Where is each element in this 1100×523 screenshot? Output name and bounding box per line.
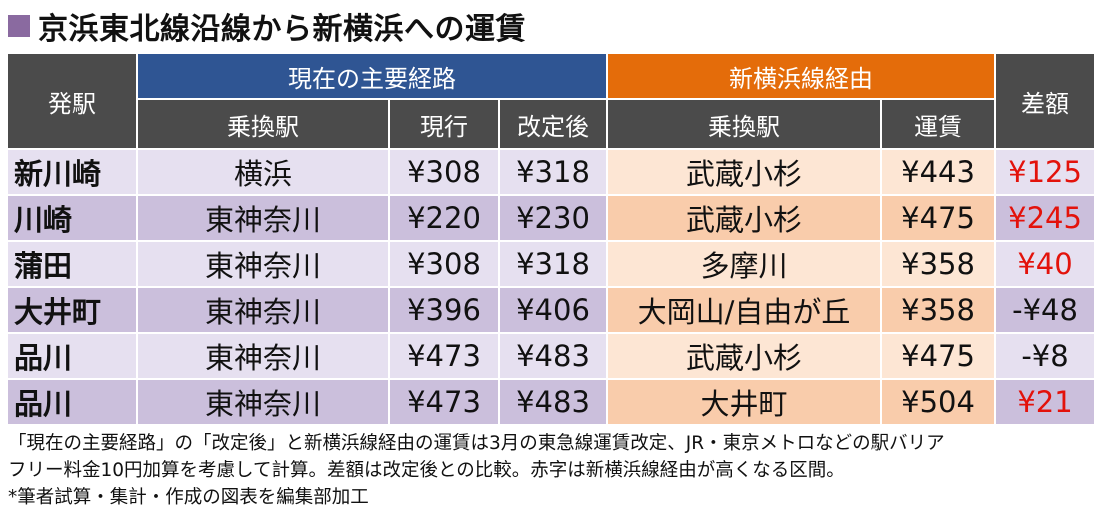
header-origin: 発駅	[6, 52, 138, 150]
new-fare-cell: ¥358	[880, 240, 997, 288]
table-row: 川崎 東神奈川 ¥220 ¥230 武蔵小杉 ¥475 ¥245	[6, 194, 1097, 242]
transfer-main-cell: 東神奈川	[136, 332, 390, 380]
transfer-new-cell: 武蔵小杉	[606, 194, 883, 242]
header-group-new-line: 新横浜線経由	[606, 52, 997, 100]
title-square-icon	[8, 15, 30, 37]
footnote-line: 「現在の主要経路」の「改定後」と新横浜線経由の運賃は3月の東急線運賃改定、JR・…	[8, 433, 945, 454]
table-row: 品川 東神奈川 ¥473 ¥483 武蔵小杉 ¥475 -¥8	[6, 332, 1097, 380]
diff-cell: ¥21	[994, 378, 1097, 426]
header-fare: 運賃	[880, 98, 997, 150]
revised-fare-cell: ¥406	[497, 286, 609, 334]
station-cell: 新川崎	[6, 148, 138, 196]
header-current: 現行	[388, 98, 500, 150]
diff-cell: ¥125	[994, 148, 1097, 196]
page-title: 京浜東北線沿線から新横浜への運賃	[8, 4, 526, 48]
transfer-main-cell: 東神奈川	[136, 286, 390, 334]
new-fare-cell: ¥475	[880, 332, 997, 380]
current-fare-cell: ¥308	[388, 148, 500, 196]
table-row: 蒲田 東神奈川 ¥308 ¥318 多摩川 ¥358 ¥40	[6, 240, 1097, 288]
revised-fare-cell: ¥230	[497, 194, 609, 242]
revised-fare-cell: ¥318	[497, 148, 609, 196]
header-transfer-new: 乗換駅	[606, 98, 883, 150]
current-fare-cell: ¥308	[388, 240, 500, 288]
current-fare-cell: ¥473	[388, 378, 500, 426]
transfer-new-cell: 多摩川	[606, 240, 883, 288]
revised-fare-cell: ¥318	[497, 240, 609, 288]
new-fare-cell: ¥504	[880, 378, 997, 426]
new-fare-cell: ¥475	[880, 194, 997, 242]
table-row: 大井町 東神奈川 ¥396 ¥406 大岡山/自由が丘 ¥358 -¥48	[6, 286, 1097, 334]
revised-fare-cell: ¥483	[497, 378, 609, 426]
header-group-main-route: 現在の主要経路	[135, 52, 609, 100]
fare-table: 発駅 現在の主要経路 新横浜線経由 差額 乗換駅 現行 改定後 乗換駅 運賃 新…	[6, 52, 1097, 426]
table-row: 品川 東神奈川 ¥473 ¥483 大井町 ¥504 ¥21	[6, 378, 1097, 426]
title-text: 京浜東北線沿線から新横浜への運賃	[38, 12, 526, 47]
transfer-main-cell: 東神奈川	[136, 240, 390, 288]
station-cell: 品川	[6, 332, 138, 380]
station-cell: 蒲田	[6, 240, 138, 288]
footnote-line: フリー料金10円加算を考慮して計算。差額は改定後との比較。赤字は新横浜線経由が高…	[8, 460, 845, 481]
header-diff: 差額	[994, 52, 1097, 150]
revised-fare-cell: ¥483	[497, 332, 609, 380]
station-cell: 川崎	[6, 194, 138, 242]
diff-cell: ¥40	[994, 240, 1097, 288]
new-fare-cell: ¥358	[880, 286, 997, 334]
header-revised: 改定後	[497, 98, 609, 150]
station-cell: 大井町	[6, 286, 138, 334]
transfer-new-cell: 大岡山/自由が丘	[606, 286, 883, 334]
new-fare-cell: ¥443	[880, 148, 997, 196]
transfer-main-cell: 東神奈川	[136, 194, 390, 242]
transfer-new-cell: 武蔵小杉	[606, 148, 883, 196]
diff-cell: ¥245	[994, 194, 1097, 242]
transfer-main-cell: 横浜	[136, 148, 390, 196]
station-cell: 品川	[6, 378, 138, 426]
current-fare-cell: ¥220	[388, 194, 500, 242]
current-fare-cell: ¥396	[388, 286, 500, 334]
diff-cell: -¥48	[994, 286, 1097, 334]
transfer-new-cell: 大井町	[606, 378, 883, 426]
transfer-main-cell: 東神奈川	[136, 378, 390, 426]
current-fare-cell: ¥473	[388, 332, 500, 380]
table-row: 新川崎 横浜 ¥308 ¥318 武蔵小杉 ¥443 ¥125	[6, 148, 1097, 196]
header-transfer-main: 乗換駅	[136, 98, 390, 150]
footnotes: 「現在の主要経路」の「改定後」と新横浜線経由の運賃は3月の東急線運賃改定、JR・…	[8, 430, 1098, 511]
footnote-line: *筆者試算・集計・作成の図表を編集部加工	[8, 487, 369, 508]
diff-cell: -¥8	[994, 332, 1097, 380]
transfer-new-cell: 武蔵小杉	[606, 332, 883, 380]
